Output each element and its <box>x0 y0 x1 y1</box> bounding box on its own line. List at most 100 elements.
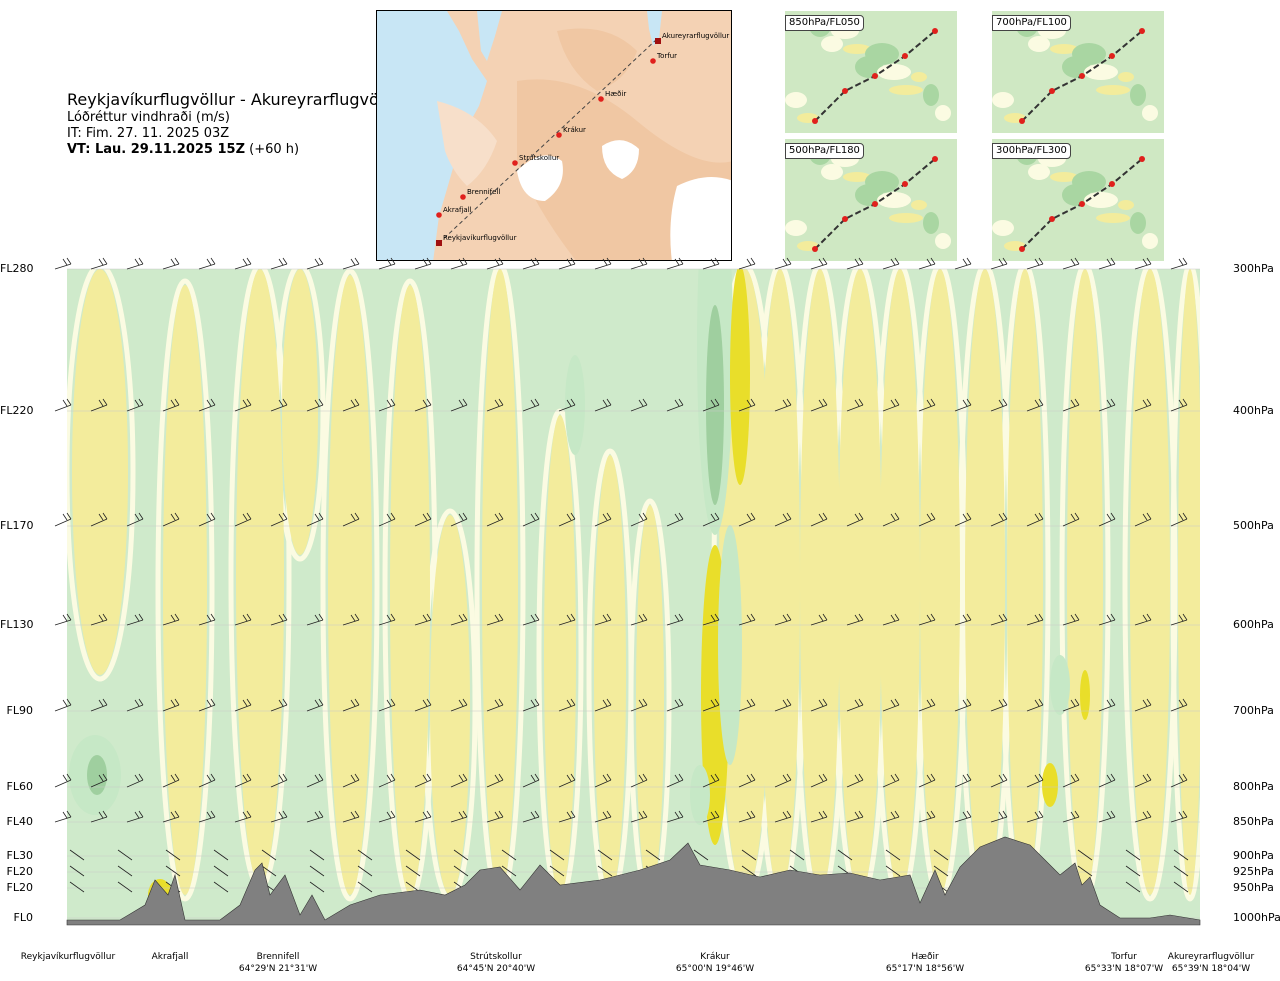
wind-barb <box>486 698 504 712</box>
station-label: Torfur 65°33'N 18°07'W <box>1064 951 1184 975</box>
descent-band-4 <box>328 275 372 895</box>
wind-barb <box>450 257 468 270</box>
wind-barb <box>342 613 360 626</box>
descent-band-1 <box>163 285 207 895</box>
mini-field-cell <box>843 172 871 182</box>
wind-barb <box>126 398 144 412</box>
wind-barb <box>126 613 144 626</box>
wind-barb <box>810 398 828 412</box>
wind-barb <box>738 512 756 527</box>
station-name: Akureyrarflugvöllur <box>1167 952 1255 962</box>
pressure-level-label: 300hPa <box>1233 262 1274 275</box>
descent-band-5 <box>390 285 430 895</box>
wind-barb <box>918 698 936 712</box>
wind-barb <box>741 865 757 877</box>
mini-field-cell <box>1142 233 1158 249</box>
wind-barb <box>309 881 325 893</box>
wind-barb <box>486 257 504 270</box>
wind-barb <box>1062 810 1080 823</box>
wind-barb <box>594 810 612 823</box>
wind-barb <box>162 512 180 527</box>
wind-barb <box>918 257 936 270</box>
descent-band-3 <box>282 269 318 555</box>
mini-field-cell <box>1050 44 1078 54</box>
station-coordinates: 65°00'N 19°46'W <box>675 964 755 974</box>
wind-barb <box>918 810 936 823</box>
station-name: Reykjavíkurflugvöllur <box>20 952 116 962</box>
mini-field-cell <box>992 92 1014 108</box>
wind-barb <box>885 849 901 861</box>
pressure-level-label: 500hPa <box>1233 519 1274 532</box>
wind-barb <box>486 398 504 412</box>
wind-barb <box>234 613 252 626</box>
wind-barb <box>54 512 72 527</box>
wind-barb <box>702 613 720 626</box>
station-label: Hæðir 65°17'N 18°56'W <box>865 951 985 975</box>
flight-level-label: FL130 <box>0 618 34 631</box>
wind-barb <box>954 773 972 788</box>
wind-barb <box>1026 257 1044 270</box>
mini-field-cell <box>1084 192 1118 208</box>
mini-field-cell <box>865 171 899 193</box>
mini-waypoint <box>1109 53 1115 59</box>
wind-barb <box>54 773 72 788</box>
descent-band-10 <box>636 505 664 895</box>
wind-barb <box>702 512 720 527</box>
flight-level-label: FL280 <box>0 262 34 275</box>
wind-barb <box>702 398 720 412</box>
wind-barb <box>162 257 180 270</box>
wind-barb <box>1134 613 1152 626</box>
vv-cell-1 <box>706 305 724 505</box>
wind-barb <box>933 865 949 877</box>
descent-band-17 <box>965 269 1005 895</box>
wind-barb <box>165 865 181 877</box>
mini-field-cell <box>1096 85 1130 95</box>
vv-cell-5 <box>718 525 742 765</box>
wind-barb <box>1134 698 1152 712</box>
wind-barb <box>306 773 324 788</box>
mini-field-cell <box>911 200 927 210</box>
mini-map-700: 700hPa/FL100 <box>992 11 1164 133</box>
wind-barb <box>558 512 576 527</box>
wind-barb <box>234 398 252 412</box>
wind-barb <box>450 613 468 626</box>
wind-barb <box>954 257 972 270</box>
mini-field-cell <box>1118 72 1134 82</box>
wind-barb <box>1062 698 1080 712</box>
wind-barb <box>198 773 216 788</box>
wind-barb <box>990 773 1008 788</box>
flight-level-label: FL170 <box>0 519 34 532</box>
descent-band-20 <box>1130 269 1170 895</box>
wind-barb <box>1098 773 1116 788</box>
wind-barb <box>846 512 864 527</box>
wind-barb <box>261 849 277 861</box>
wind-barb <box>522 398 540 412</box>
wind-barb <box>486 810 504 823</box>
wind-barb <box>90 257 108 270</box>
wind-barb <box>990 398 1008 412</box>
wind-barb <box>165 849 181 861</box>
wind-barb <box>306 257 324 270</box>
wind-barb <box>990 257 1008 270</box>
mini-waypoint <box>872 73 878 79</box>
variable-label: Lóðréttur vindhraði (m/s) <box>67 110 230 125</box>
wind-barb <box>846 613 864 626</box>
wind-barb <box>450 698 468 712</box>
wind-barb <box>666 613 684 626</box>
wind-barb <box>162 810 180 823</box>
wind-barb <box>774 257 792 270</box>
wind-barb <box>126 257 144 270</box>
station-name: Krákur <box>700 952 730 962</box>
wind-barb <box>162 698 180 712</box>
mini-field-cell <box>1096 213 1130 223</box>
wind-barb <box>918 613 936 626</box>
pressure-level-label: 950hPa <box>1233 881 1274 894</box>
wind-barb <box>261 865 277 877</box>
wind-barb <box>549 849 565 861</box>
wind-barb <box>882 810 900 823</box>
wind-barb <box>414 698 432 712</box>
wind-barb <box>549 865 565 877</box>
mini-field-cell <box>785 92 807 108</box>
wind-barb <box>702 257 720 270</box>
station-name: Brennifell <box>256 952 300 962</box>
